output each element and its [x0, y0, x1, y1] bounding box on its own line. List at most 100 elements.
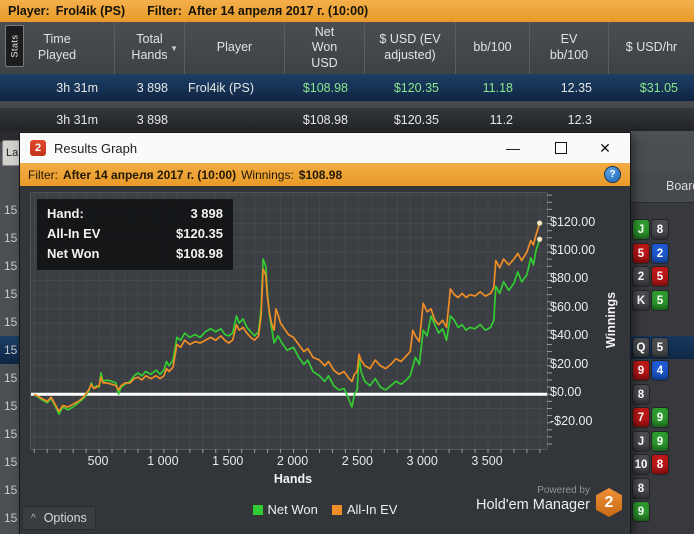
cell-2: Frol4ik (PS): [188, 80, 254, 95]
x-tick-label: 2 000: [276, 454, 309, 468]
card-8s: 8: [652, 220, 668, 239]
session-time-row[interactable]: 15: [4, 259, 18, 273]
holdem-manager-logo: 2: [596, 488, 622, 517]
y-tick-label: $120.00: [550, 214, 596, 229]
x-tick-label: 500: [87, 454, 109, 468]
column-header-5[interactable]: bb/100: [455, 22, 529, 74]
help-icon[interactable]: ?: [605, 167, 620, 182]
card-9c: 9: [652, 408, 668, 427]
info-label: All-In EV: [47, 226, 101, 241]
series-line-net-won: [33, 239, 541, 416]
x-axis-title: Hands: [273, 472, 313, 486]
legend-swatch: [252, 504, 263, 515]
session-time-row[interactable]: 15: [4, 511, 18, 525]
cell-7: [608, 108, 694, 131]
player-name: Frol4ik (PS): [55, 4, 126, 18]
cell-6: 12.35: [560, 80, 592, 95]
stats-tab-label: Stats: [9, 34, 20, 58]
window-titlebar[interactable]: 2 Results Graph — ✕: [20, 133, 630, 163]
column-header-6[interactable]: EV bb/100: [529, 22, 608, 74]
cell-7: $31.05: [639, 80, 678, 95]
session-time-row[interactable]: 15: [4, 455, 18, 469]
maximize-button[interactable]: [544, 133, 578, 163]
table-row-divider: [0, 101, 694, 108]
cell-3: $108.98: [302, 80, 348, 95]
board-row[interactable]: 9: [630, 500, 694, 523]
series-line-all-in-ev: [33, 222, 541, 413]
cell-0: 3h 31m: [56, 112, 98, 127]
card-8s: 8: [633, 479, 649, 498]
cell-0: 3h 31m: [56, 80, 98, 95]
cell-2: [184, 108, 284, 131]
options-label: Options: [43, 511, 87, 525]
options-button[interactable]: ^ Options: [22, 506, 96, 530]
card-2d: 2: [652, 244, 668, 263]
legend-item: All-In EV: [331, 502, 398, 517]
session-time-row[interactable]: 15: [4, 203, 18, 217]
session-time-row[interactable]: 15: [0, 336, 20, 364]
card-2s: 2: [633, 267, 649, 286]
last-tab-label: La: [6, 147, 19, 159]
card-10s: 10: [633, 455, 649, 474]
board-row[interactable]: 8: [630, 383, 694, 406]
player-filter-bar: Player: Frol4ik (PS) Filter: After 14 ап…: [0, 0, 694, 22]
y-tick-label: -$20.00: [550, 413, 593, 428]
cell-6: 12.3: [567, 112, 592, 127]
column-header-1[interactable]: Total Hands ▼: [114, 22, 184, 74]
stats-tab[interactable]: Stats: [5, 25, 24, 67]
session-time-row[interactable]: 15: [4, 371, 18, 385]
session-time-row[interactable]: 15: [4, 427, 18, 441]
filter-value: After 14 апреля 2017 г. (10:00): [187, 4, 369, 18]
session-time-row[interactable]: 15: [4, 315, 18, 329]
column-header-3[interactable]: Net Won USD: [284, 22, 364, 74]
column-header-0[interactable]: Time Played: [37, 32, 77, 62]
column-header-7[interactable]: $ USD/hr: [608, 22, 694, 74]
legend-label: All-In EV: [346, 502, 398, 517]
card-8s: 8: [633, 385, 649, 404]
sort-descending-icon: ▼: [170, 44, 178, 53]
x-tick-label: 2 500: [341, 454, 373, 468]
session-time-row[interactable]: 15: [4, 231, 18, 245]
cell-3: $108.98: [302, 112, 348, 127]
board-header-label: Board: [666, 179, 694, 193]
column-header-4[interactable]: $ USD (EV adjusted): [364, 22, 455, 74]
close-button[interactable]: ✕: [599, 139, 611, 156]
cell-4: $120.35: [393, 112, 439, 127]
board-row[interactable]: 8: [630, 477, 694, 500]
column-header-2[interactable]: Player: [184, 22, 284, 74]
x-tick-label: 3 000: [406, 454, 438, 468]
board-column-header[interactable]: Board: [630, 170, 694, 203]
info-label: Hand:: [47, 206, 84, 221]
legend-swatch: [331, 504, 342, 515]
board-row[interactable]: [630, 312, 694, 335]
cell-5: 11.2: [489, 112, 513, 127]
card-Qs: Q: [633, 338, 649, 357]
table-row[interactable]: 3h 31m 3 898 $108.98 $120.35 11.2 12.3: [0, 108, 694, 131]
graph-filter-bar: Filter: After 14 апреля 2017 г. (10:00) …: [20, 163, 630, 186]
y-tick-label: $20.00: [550, 356, 589, 371]
session-time-row[interactable]: 15: [4, 287, 18, 301]
table-row[interactable]: 3h 31m 3 898 Frol4ik (PS) $108.98 $120.35 11.…: [0, 74, 694, 101]
session-time-row[interactable]: 15: [4, 399, 18, 413]
x-tick-label: 1 000: [147, 454, 179, 468]
stats-table-header: Time Played Total Hands ▼ Player Net Won USD…: [0, 22, 694, 75]
last-tab[interactable]: La: [2, 140, 22, 166]
powered-by-brand: Hold'em Manager: [476, 496, 590, 513]
legend-item: Net Won: [252, 502, 318, 517]
cell-5: 11.18: [482, 80, 513, 95]
session-time-row[interactable]: 15: [4, 483, 18, 497]
x-tick-label: 1 500: [212, 454, 244, 468]
y-axis-title: Winnings: [604, 291, 618, 349]
y-tick-label: $60.00: [550, 299, 589, 314]
board-row[interactable]: 10 8: [630, 453, 694, 476]
card-5c: 5: [652, 291, 668, 310]
minimize-button[interactable]: —: [506, 140, 520, 156]
